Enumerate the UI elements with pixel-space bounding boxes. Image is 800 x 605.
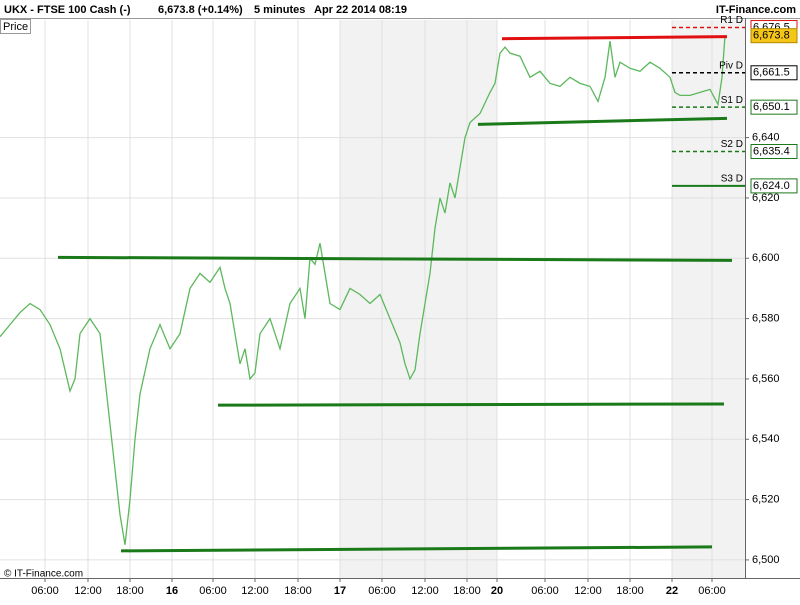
x-tick-label: 20 [491, 585, 503, 597]
pivot-box [750, 99, 798, 115]
pivot-name: Piv D [719, 60, 743, 71]
x-tick-label: 12:00 [241, 585, 269, 597]
chart-title: UKX - FTSE 100 Cash (-) [4, 4, 131, 16]
session-shade [340, 20, 497, 578]
x-tick-label: 06:00 [531, 585, 559, 597]
x-tick-label: 18:00 [453, 585, 481, 597]
copyright: © IT-Finance.com [4, 569, 83, 580]
pivot-label: 6,661.5 [753, 67, 790, 79]
x-tick-label: 18:00 [616, 585, 644, 597]
pivot-box [750, 178, 798, 194]
y-tick-label: 6,620 [752, 192, 780, 204]
pivot-box [750, 65, 798, 81]
last-price-label: 6,673.8 [753, 30, 790, 42]
trendline [120, 545, 713, 553]
trendline [57, 255, 733, 262]
pivot-label: 6,624.0 [753, 180, 790, 192]
x-tick-label: 12:00 [411, 585, 439, 597]
x-tick-label: 06:00 [31, 585, 59, 597]
x-tick-label: 12:00 [574, 585, 602, 597]
pivot-name: S3 D [721, 174, 743, 185]
trendline [217, 402, 725, 407]
pivot-box [750, 144, 798, 160]
plot [0, 26, 745, 553]
x-tick-label: 06:00 [698, 585, 726, 597]
price-line [0, 35, 726, 545]
brand: IT-Finance.com [716, 4, 796, 16]
x-tick-label: 18:00 [284, 585, 312, 597]
y-tick-label: 6,580 [752, 313, 780, 325]
timestamp: Apr 22 2014 08:19 [314, 4, 407, 16]
price-box [0, 19, 31, 34]
pivot-label: 6,650.1 [753, 101, 790, 113]
pivot-name: S1 D [721, 95, 743, 106]
x-tick-label: 18:00 [116, 585, 144, 597]
pivot-label: 6,635.4 [753, 145, 790, 157]
x-tick-label: 06:00 [199, 585, 227, 597]
session-shade [672, 20, 745, 578]
pivot-name: R1 D [720, 15, 743, 26]
x-tick-label: 12:00 [74, 585, 102, 597]
pivot-name: S2 D [721, 139, 743, 150]
x-tick-label: 16 [166, 585, 178, 597]
last-price-box [750, 28, 798, 44]
y-tick-label: 6,520 [752, 493, 780, 505]
interval: 5 minutes [254, 4, 305, 16]
x-tick-label: 06:00 [368, 585, 396, 597]
trendline [477, 116, 728, 126]
y-tick-label: 6,560 [752, 373, 780, 385]
y-tick-label: 6,500 [752, 554, 780, 566]
x-tick-label: 17 [334, 585, 346, 597]
x-tick-label: 22 [666, 585, 678, 597]
y-tick-label: 6,640 [752, 132, 780, 144]
quote: 6,673.8 (+0.14%) [158, 4, 243, 16]
trendline [501, 35, 728, 41]
y-tick-label: 6,600 [752, 252, 780, 264]
y-tick-label: 6,540 [752, 433, 780, 445]
y-axis-label: Price [3, 21, 28, 33]
